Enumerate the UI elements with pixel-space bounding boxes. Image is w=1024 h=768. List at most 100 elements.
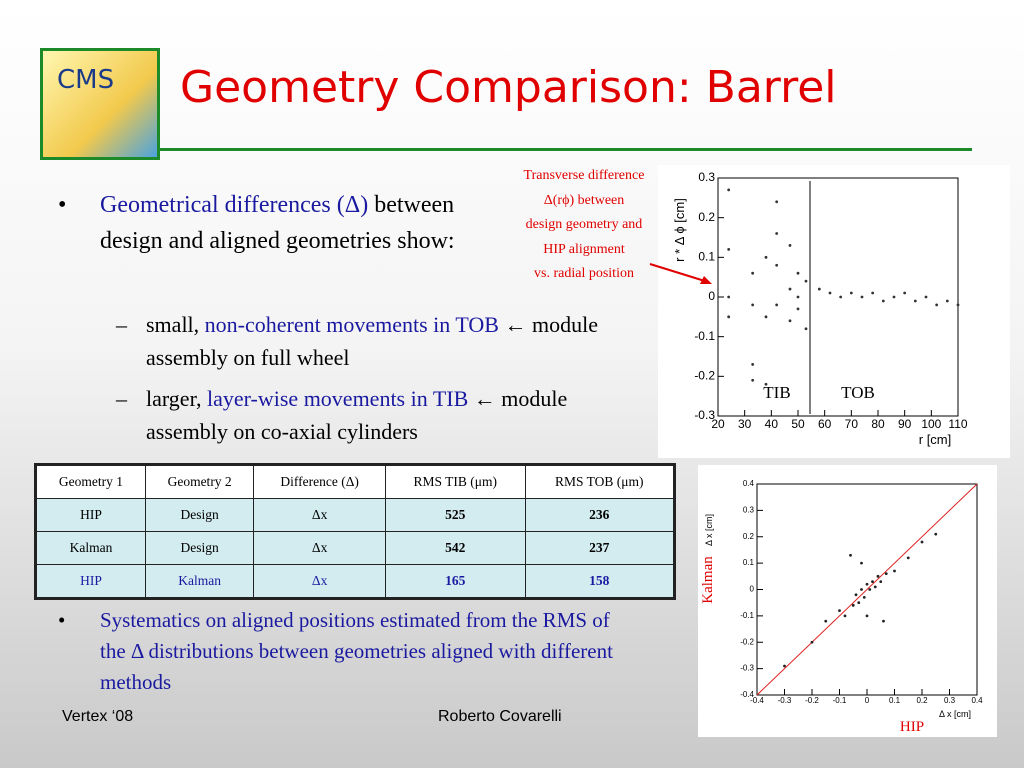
x-axis-label: Δ x [cm] <box>939 709 971 719</box>
point <box>843 614 847 618</box>
point <box>838 609 841 612</box>
logo-text: CMS <box>57 65 115 95</box>
point <box>775 232 779 235</box>
y-tick-label: -0.1 <box>694 329 715 343</box>
point <box>727 188 731 192</box>
chart-panel <box>698 465 997 737</box>
table: Geometry 1 Geometry 2 Difference (Δ) RMS TI… <box>34 463 676 600</box>
x-tick-label: 90 <box>898 417 912 431</box>
table-cell: 542 <box>384 531 526 565</box>
point <box>876 574 880 578</box>
x-tick-label: -0.1 <box>833 696 847 705</box>
point <box>924 295 928 299</box>
y-tick-label: -0.4 <box>740 690 754 699</box>
y-tick-label: -0.2 <box>740 637 754 646</box>
header-cell: Geometry 2 <box>144 464 255 499</box>
sub-text: larger, <box>146 386 208 411</box>
table-cell: 236 <box>524 498 676 532</box>
sub-bullet: – larger, layer-wise movements in TIB ← … <box>116 386 568 444</box>
bullet-text: Systematics on aligned positions estimat… <box>100 608 613 694</box>
point <box>751 303 755 307</box>
point <box>804 327 808 331</box>
annotation: TIB <box>763 383 790 402</box>
point <box>817 287 821 291</box>
sub-text: layer-wise movements in TIB <box>207 386 469 411</box>
annotation: Transverse difference Δ(rϕ) between design… <box>500 164 668 287</box>
point <box>893 569 896 573</box>
table-cell: Δx <box>253 564 386 599</box>
x-tick-label: 110 <box>948 417 967 431</box>
y-tick-label: -0.3 <box>694 408 715 422</box>
y-tick-label: 0.4 <box>743 479 755 488</box>
point <box>764 255 768 259</box>
point <box>873 585 877 589</box>
point <box>945 299 949 303</box>
annotation-line: design geometry and <box>525 217 643 232</box>
point <box>751 271 755 275</box>
x-tick-label: 70 <box>845 417 859 431</box>
point <box>804 279 808 283</box>
x-axis-label: r [cm] <box>919 432 952 447</box>
annotation-line: Δ(rϕ) between <box>543 192 625 208</box>
point <box>865 614 869 618</box>
table-cell: Δx <box>253 498 386 532</box>
table-row: Kalman Design Δx 542 237 <box>35 531 676 565</box>
y-tick-label: 0.2 <box>743 532 755 541</box>
x-tick-label: 0.3 <box>944 696 956 705</box>
point <box>775 303 779 307</box>
y-tick-label: -0.2 <box>694 369 715 383</box>
point <box>828 291 832 295</box>
y-tick-label: -0.1 <box>740 611 754 620</box>
x-tick-label: 40 <box>765 417 779 431</box>
point <box>913 299 917 303</box>
point <box>884 572 888 576</box>
header-cell: Difference (Δ) <box>253 464 386 499</box>
point <box>775 200 779 204</box>
point <box>860 588 863 591</box>
y-axis-label: Δ x [cm] <box>704 514 714 546</box>
pointer-head <box>700 276 712 284</box>
point <box>935 303 939 307</box>
y-tick-label: 0.1 <box>698 250 715 264</box>
sub-text: non-coherent movements in TOB <box>204 312 499 337</box>
point <box>788 287 792 291</box>
point <box>824 619 828 623</box>
x-tick-label: -0.2 <box>805 696 819 705</box>
point <box>764 382 768 386</box>
point <box>727 248 731 251</box>
point <box>868 588 872 591</box>
point <box>857 601 861 605</box>
table-cell: Kalman <box>35 531 146 565</box>
y-tick-label: 0.3 <box>698 170 715 184</box>
point <box>796 307 800 311</box>
point <box>775 263 779 267</box>
sub-bullet: – small, non-coherent movements in TOB ←… <box>116 312 598 370</box>
point <box>849 553 852 557</box>
table-cell: 237 <box>524 531 676 565</box>
point <box>903 291 907 295</box>
pointer-arrow <box>649 263 709 283</box>
point <box>871 580 874 583</box>
x-tick-label: 50 <box>791 417 805 431</box>
title-rule <box>160 148 972 151</box>
x-tick-label: 0.2 <box>916 696 928 705</box>
annotation-line: Transverse difference <box>523 168 645 183</box>
point <box>892 295 896 299</box>
point <box>783 664 786 668</box>
point <box>839 295 843 299</box>
point <box>788 244 792 247</box>
table-header: Geometry 1 Geometry 2 Difference (Δ) RMS TI… <box>35 464 676 499</box>
x-tick-label: 100 <box>921 417 941 431</box>
point <box>751 363 755 366</box>
y-tick-label: 0.3 <box>743 505 755 514</box>
annotation: Kalman <box>700 556 716 604</box>
chart-panel <box>658 165 1010 458</box>
point <box>796 271 800 275</box>
x-tick-label: -0.3 <box>778 696 792 705</box>
point <box>727 315 731 319</box>
x-tick-label: -0.4 <box>750 696 764 705</box>
annotation: HIP <box>900 719 924 735</box>
point <box>764 315 768 319</box>
footer-left: Vertex ‘08 <box>62 708 134 725</box>
